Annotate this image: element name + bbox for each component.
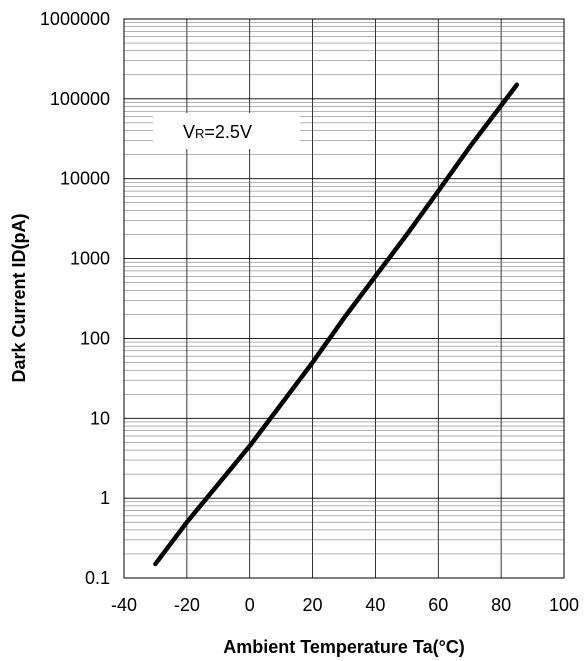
y-tick-label: 0.1 — [85, 568, 110, 588]
y-tick-label: 100 — [80, 328, 110, 348]
x-tick-label: -20 — [174, 595, 200, 615]
series-lines — [153, 82, 520, 567]
series-line-0 — [153, 82, 520, 567]
annotation-box — [153, 113, 300, 149]
condition-annotation: VR=2.5V — [153, 113, 300, 149]
x-tick-label: 60 — [428, 595, 448, 615]
tick-labels: -40 -20 0 20 40 60 80 100 0.1 1 10 100 1000 10000 1000… — [40, 9, 579, 615]
x-axis-title: Ambient Temperature Ta(°C) — [223, 637, 465, 657]
x-tick-label: 100 — [549, 595, 579, 615]
y-tick-label: 1 — [100, 488, 110, 508]
annotation-prefix: V — [183, 122, 195, 142]
y-tick-label: 10000 — [60, 169, 110, 189]
y-tick-label: 100000 — [50, 89, 110, 109]
annotation-suffix: =2.5V — [204, 122, 252, 142]
x-tick-label: 40 — [365, 595, 385, 615]
grid-lines — [123, 18, 565, 579]
y-axis-title: Dark Current ID(pA) — [9, 213, 29, 382]
y-tick-label: 1000000 — [40, 9, 110, 29]
x-tick-label: 0 — [245, 595, 255, 615]
annotation-subscript: R — [195, 126, 204, 141]
annotation-label: VR=2.5V — [183, 122, 252, 142]
x-tick-label: 80 — [491, 595, 511, 615]
y-tick-label: 1000 — [70, 249, 110, 269]
x-tick-label: -40 — [111, 595, 137, 615]
plot-area-frame — [123, 18, 565, 579]
y-tick-label: 10 — [90, 408, 110, 428]
x-tick-label: 20 — [303, 595, 323, 615]
